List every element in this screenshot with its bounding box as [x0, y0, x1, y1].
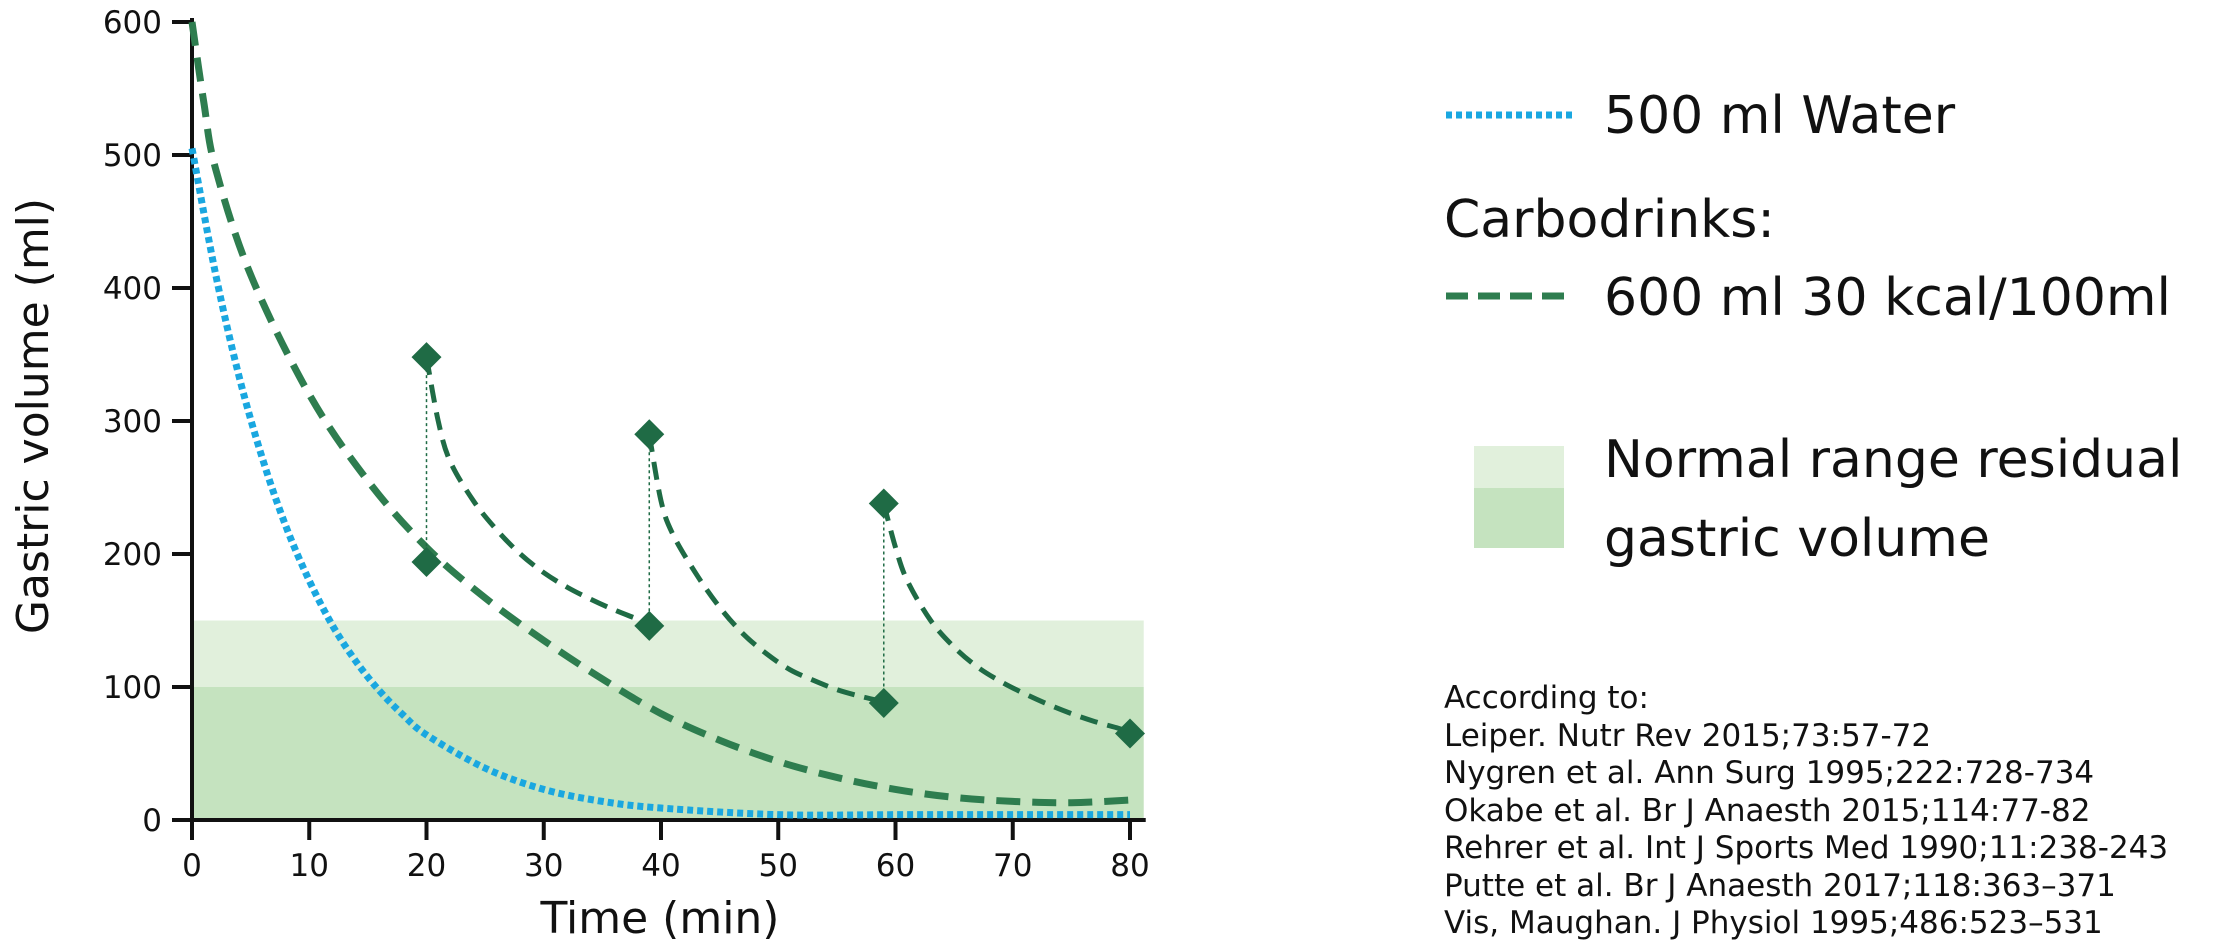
y-axis-label: Gastric volume (ml)	[8, 198, 59, 634]
legend-normal-line1: Normal range residual	[1604, 430, 2183, 490]
x-tick-label: 40	[641, 848, 680, 884]
references-heading: According to:	[1444, 680, 1649, 716]
y-tick-label: 600	[103, 5, 162, 41]
y-tick-label: 100	[103, 670, 162, 706]
legend-carbo-heading: Carbodrinks:	[1444, 190, 1775, 250]
x-tick-label: 30	[524, 848, 563, 884]
y-tick-label: 200	[103, 537, 162, 573]
connector-lines	[425, 357, 885, 703]
normal-range-swatch-light	[1474, 446, 1564, 488]
diamond-marker	[868, 488, 899, 519]
series-line-1	[188, 21, 1131, 807]
reference-item: Leiper. Nutr Rev 2015;73:57-72	[1444, 717, 1932, 754]
reference-item: Okabe et al. Br J Anaesth 2015;114:77-82	[1444, 792, 2091, 829]
diamond-marker	[634, 610, 665, 641]
normal-range-swatch-dark	[1474, 488, 1564, 548]
diamond-marker	[1115, 718, 1145, 749]
series-line-3	[646, 433, 885, 705]
diamond-marker	[634, 419, 665, 450]
legend-carbo-label: 600 ml 30 kcal/100ml	[1604, 268, 2171, 328]
x-tick-label: 60	[876, 848, 915, 884]
y-tick-label: 0	[142, 803, 162, 839]
diamond-marker	[411, 342, 442, 373]
reference-item: Nygren et al. Ann Surg 1995;222:728-734	[1444, 755, 2095, 791]
axes: 0 100 200 300 400 500 600 0 10 20 30 40 50 60 70 80	[103, 5, 1150, 884]
series-line-0	[188, 147, 1130, 819]
x-tick-label: 20	[407, 848, 446, 884]
reference-item: Putte et al. Br J Anaesth 2017;118:363–3…	[1444, 867, 2116, 904]
series-lines	[188, 21, 1131, 819]
references: According to: Leiper. Nutr Rev 2015;73:5…	[1444, 680, 2168, 943]
y-tick-label: 400	[103, 271, 162, 307]
x-tick-label: 70	[993, 848, 1032, 884]
reference-item: Rehrer et al. Int J Sports Med 1990;11:2…	[1444, 830, 2169, 866]
series-line-2	[424, 356, 651, 627]
x-tick-label: 0	[182, 848, 202, 884]
diamond-markers	[411, 342, 1145, 749]
x-tick-label: 80	[1110, 848, 1149, 884]
y-tick-label: 300	[103, 404, 162, 440]
diamond-marker	[411, 546, 442, 577]
x-axis-label: Time (min)	[540, 893, 780, 940]
x-tick-label: 10	[290, 848, 329, 884]
reference-item: Vis, Maughan. J Physiol 1995;486:523–531	[1444, 905, 2103, 941]
normal-range-band-0	[192, 687, 1144, 820]
x-tick-label: 50	[759, 848, 798, 884]
y-tick-label: 500	[103, 138, 162, 174]
legend-water-label: 500 ml Water	[1604, 86, 1956, 146]
legend-normal-line2: gastric volume	[1604, 509, 1990, 569]
normal-range-bands	[192, 620, 1144, 820]
diamond-marker	[868, 687, 899, 718]
series-line-4	[881, 502, 1131, 735]
